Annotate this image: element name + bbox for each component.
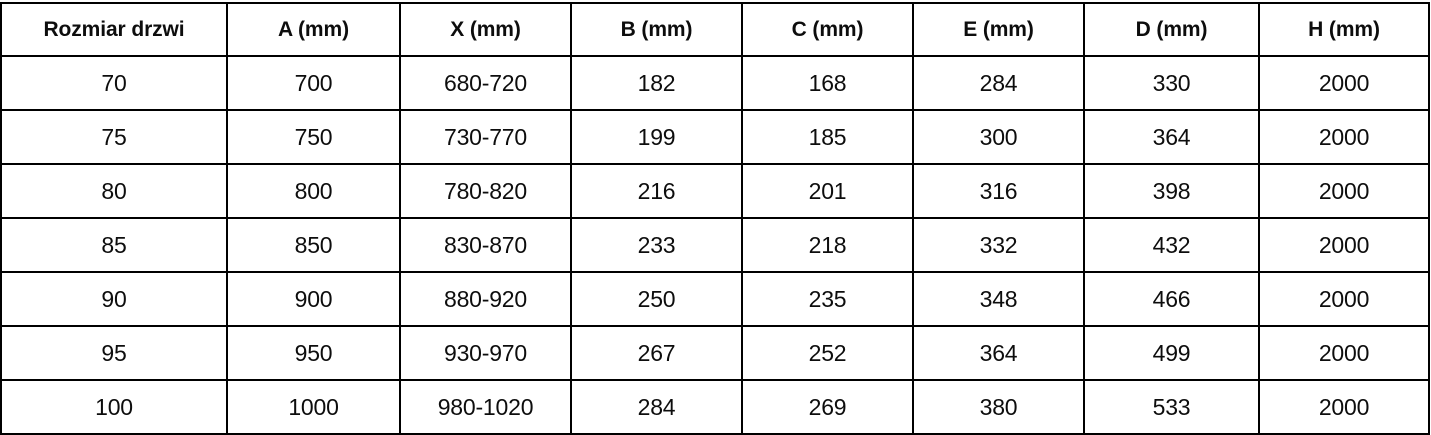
table-row: 100 1000 980-1020 284 269 380 533 2000 bbox=[0, 379, 1430, 435]
cell-b: 216 bbox=[570, 163, 743, 219]
cell-a: 750 bbox=[226, 109, 401, 165]
cell-b: 250 bbox=[570, 271, 743, 327]
cell-door-size: 100 bbox=[0, 379, 228, 435]
cell-x: 830-870 bbox=[399, 217, 572, 273]
cell-c: 235 bbox=[741, 271, 914, 327]
cell-b: 284 bbox=[570, 379, 743, 435]
cell-e: 284 bbox=[912, 55, 1085, 111]
column-header-c: C (mm) bbox=[741, 2, 914, 57]
cell-b: 199 bbox=[570, 109, 743, 165]
cell-e: 316 bbox=[912, 163, 1085, 219]
cell-h: 2000 bbox=[1258, 163, 1430, 219]
cell-c: 201 bbox=[741, 163, 914, 219]
cell-door-size: 90 bbox=[0, 271, 228, 327]
cell-c: 168 bbox=[741, 55, 914, 111]
column-header-e: E (mm) bbox=[912, 2, 1085, 57]
cell-a: 850 bbox=[226, 217, 401, 273]
cell-door-size: 95 bbox=[0, 325, 228, 381]
cell-a: 700 bbox=[226, 55, 401, 111]
cell-a: 800 bbox=[226, 163, 401, 219]
table-row: 70 700 680-720 182 168 284 330 2000 bbox=[0, 55, 1430, 111]
cell-x: 680-720 bbox=[399, 55, 572, 111]
cell-e: 364 bbox=[912, 325, 1085, 381]
cell-d: 398 bbox=[1083, 163, 1260, 219]
cell-x: 780-820 bbox=[399, 163, 572, 219]
table-header-row: Rozmiar drzwi A (mm) X (mm) B (mm) C (mm… bbox=[0, 2, 1430, 57]
cell-h: 2000 bbox=[1258, 109, 1430, 165]
table-body: 70 700 680-720 182 168 284 330 2000 75 7… bbox=[0, 55, 1430, 435]
column-header-door-size: Rozmiar drzwi bbox=[0, 2, 228, 57]
table-row: 80 800 780-820 216 201 316 398 2000 bbox=[0, 163, 1430, 219]
cell-a: 950 bbox=[226, 325, 401, 381]
cell-b: 267 bbox=[570, 325, 743, 381]
table-row: 75 750 730-770 199 185 300 364 2000 bbox=[0, 109, 1430, 165]
cell-h: 2000 bbox=[1258, 271, 1430, 327]
cell-d: 432 bbox=[1083, 217, 1260, 273]
cell-x: 980-1020 bbox=[399, 379, 572, 435]
cell-d: 533 bbox=[1083, 379, 1260, 435]
cell-door-size: 85 bbox=[0, 217, 228, 273]
cell-d: 330 bbox=[1083, 55, 1260, 111]
cell-d: 499 bbox=[1083, 325, 1260, 381]
column-header-x: X (mm) bbox=[399, 2, 572, 57]
table-row: 90 900 880-920 250 235 348 466 2000 bbox=[0, 271, 1430, 327]
cell-e: 332 bbox=[912, 217, 1085, 273]
cell-e: 348 bbox=[912, 271, 1085, 327]
column-header-h: H (mm) bbox=[1258, 2, 1430, 57]
cell-c: 218 bbox=[741, 217, 914, 273]
cell-a: 900 bbox=[226, 271, 401, 327]
cell-b: 233 bbox=[570, 217, 743, 273]
cell-d: 364 bbox=[1083, 109, 1260, 165]
cell-e: 300 bbox=[912, 109, 1085, 165]
cell-door-size: 75 bbox=[0, 109, 228, 165]
cell-d: 466 bbox=[1083, 271, 1260, 327]
table-row: 95 950 930-970 267 252 364 499 2000 bbox=[0, 325, 1430, 381]
column-header-a: A (mm) bbox=[226, 2, 401, 57]
cell-c: 185 bbox=[741, 109, 914, 165]
cell-b: 182 bbox=[570, 55, 743, 111]
column-header-d: D (mm) bbox=[1083, 2, 1260, 57]
cell-h: 2000 bbox=[1258, 217, 1430, 273]
table-row: 85 850 830-870 233 218 332 432 2000 bbox=[0, 217, 1430, 273]
cell-e: 380 bbox=[912, 379, 1085, 435]
cell-c: 269 bbox=[741, 379, 914, 435]
cell-h: 2000 bbox=[1258, 325, 1430, 381]
cell-a: 1000 bbox=[226, 379, 401, 435]
cell-x: 930-970 bbox=[399, 325, 572, 381]
cell-x: 880-920 bbox=[399, 271, 572, 327]
cell-h: 2000 bbox=[1258, 379, 1430, 435]
column-header-b: B (mm) bbox=[570, 2, 743, 57]
cell-x: 730-770 bbox=[399, 109, 572, 165]
cell-c: 252 bbox=[741, 325, 914, 381]
cell-door-size: 80 bbox=[0, 163, 228, 219]
cell-door-size: 70 bbox=[0, 55, 228, 111]
cell-h: 2000 bbox=[1258, 55, 1430, 111]
table-header: Rozmiar drzwi A (mm) X (mm) B (mm) C (mm… bbox=[0, 2, 1430, 57]
